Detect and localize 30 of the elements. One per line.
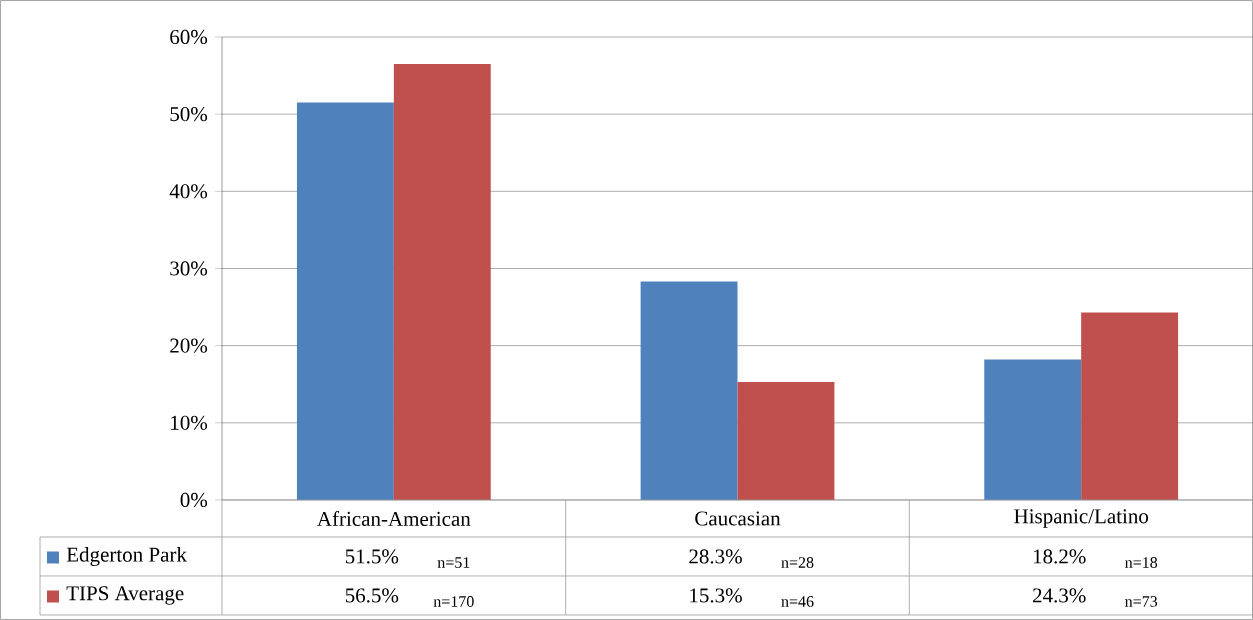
y-tick-label: 60% [170, 29, 208, 45]
text: n=170 [433, 596, 474, 607]
y-tick-label: 50% [170, 107, 208, 122]
bar [984, 359, 1082, 500]
x-tick-label: African-American [317, 511, 471, 526]
data-label: 56.5% [345, 588, 399, 603]
data-label: 24.3% [1033, 588, 1086, 603]
data-label: 51.5% [345, 549, 399, 564]
data-label: 15.3% [690, 588, 742, 603]
bar [1081, 312, 1179, 500]
x-tick-label: Hispanic/Latino [1014, 509, 1149, 528]
data-label: 28.3% [689, 549, 742, 564]
text: n=51 [437, 557, 470, 568]
y-tick-label: 30% [170, 261, 208, 276]
legend-label: TIPS Average [66, 586, 184, 605]
data-label: 18.2% [1033, 549, 1086, 564]
text: n=46 [781, 596, 814, 607]
text: n=18 [1125, 557, 1158, 568]
y-tick-label: 10% [171, 415, 208, 430]
text: n=73 [1125, 596, 1158, 607]
bar [393, 64, 491, 500]
bar [640, 281, 738, 500]
y-tick-label: 20% [170, 338, 208, 353]
bar [296, 102, 394, 500]
y-tick-label: 0% [180, 492, 208, 508]
text: n=28 [781, 557, 814, 568]
y-tick-label: 40% [169, 184, 208, 199]
bar [737, 381, 835, 500]
legend-label: Edgerton Park [66, 546, 187, 567]
x-tick-label: Caucasian [695, 511, 781, 526]
